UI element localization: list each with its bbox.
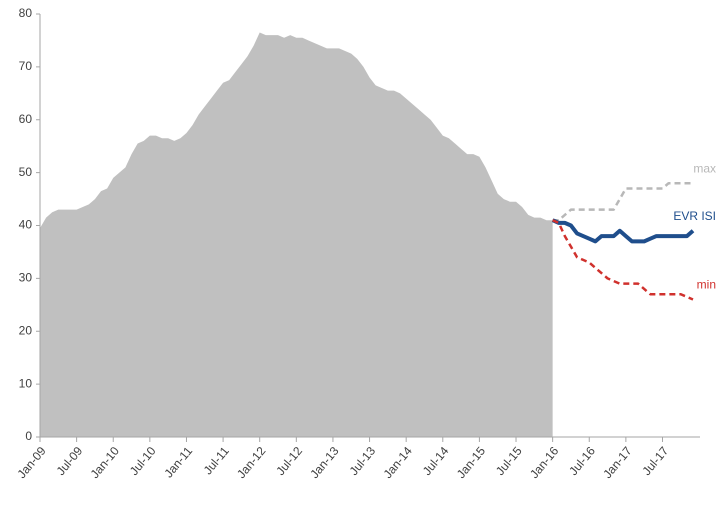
series-label: EVR ISI [673,209,716,223]
x-tick-label: Jul-16 [566,444,598,478]
series-label: min [697,278,716,292]
y-tick-label: 60 [19,112,33,126]
series-label: max [693,161,716,175]
line [551,218,695,244]
line [552,181,693,222]
x-tick-label: Jul-12 [273,444,305,478]
x-tick-label: Jan-17 [600,444,635,481]
y-tick-label: 70 [19,59,33,73]
x-tick-label: Jul-10 [127,444,159,478]
x-tick-label: Jul-11 [201,444,232,478]
y-tick-label: 10 [19,376,33,390]
x-tick-label: Jan-14 [381,444,416,481]
x-tick-label: Jan-09 [14,444,49,481]
y-tick-label: 40 [19,218,33,232]
area [40,32,553,437]
y-tick-label: 50 [19,165,33,179]
x-tick-label: Jan-11 [161,444,195,481]
line [552,219,694,301]
x-tick-label: Jul-09 [54,444,86,478]
y-tick-label: 80 [19,6,33,20]
x-tick-label: Jul-13 [347,444,379,478]
x-tick-label: Jul-17 [639,444,671,478]
y-tick-label: 20 [19,323,33,337]
x-tick-label: Jan-15 [454,444,489,481]
x-tick-label: Jul-15 [493,444,525,478]
x-tick-label: Jan-16 [527,444,562,481]
x-tick-label: Jan-13 [307,444,342,481]
y-tick-label: 0 [25,429,32,443]
x-tick-label: Jan-12 [234,444,269,481]
x-tick-label: Jul-14 [420,444,452,478]
x-tick-label: Jan-10 [88,444,123,481]
y-tick-label: 30 [19,271,33,285]
